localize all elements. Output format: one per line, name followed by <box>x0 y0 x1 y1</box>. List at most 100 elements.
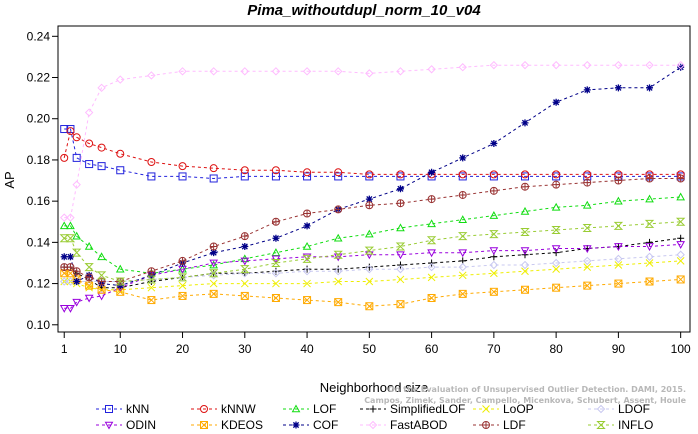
point-marker <box>676 60 685 70</box>
point-marker <box>552 265 560 274</box>
y-axis-label: AP <box>2 171 17 188</box>
point-marker <box>147 71 156 80</box>
point-marker <box>66 221 75 230</box>
point-marker <box>71 248 82 257</box>
point-marker <box>458 215 468 223</box>
point-marker-cross <box>490 187 498 195</box>
point-marker <box>334 277 343 286</box>
legend-item: LDF <box>473 418 526 432</box>
point-marker-cross <box>646 174 654 182</box>
point-marker <box>675 217 686 226</box>
point-marker <box>147 296 156 305</box>
point-marker <box>147 271 155 279</box>
chart-title: Pima_withoutdupl_norm_10_v04 <box>247 2 481 19</box>
point-marker <box>72 133 81 142</box>
x-tick-label: 20 <box>176 342 190 356</box>
series-line <box>63 130 681 175</box>
legend-item: COF <box>283 418 338 432</box>
point-marker <box>85 139 94 148</box>
point-marker <box>73 278 81 286</box>
point-marker <box>59 234 69 243</box>
point-marker <box>147 158 156 166</box>
point-marker <box>428 168 436 176</box>
point-marker <box>200 405 208 413</box>
legend-item: FastABOD <box>360 418 448 432</box>
point-marker-cross <box>66 263 74 271</box>
point-marker <box>489 172 498 181</box>
point-marker <box>240 257 250 266</box>
legend-label: SimplifiedLOF <box>390 402 465 416</box>
point-marker <box>396 172 405 181</box>
point-marker <box>85 281 94 290</box>
series-line <box>64 178 681 282</box>
legend-item: KDEOS <box>191 418 263 432</box>
point-marker <box>60 153 69 162</box>
point-marker <box>365 302 374 311</box>
legend-item: INFLO <box>588 418 653 432</box>
point-marker <box>645 252 654 261</box>
point-marker-cross <box>334 298 343 306</box>
point-marker <box>521 119 529 127</box>
point-marker <box>97 83 106 93</box>
point-marker <box>369 405 377 413</box>
legend-label: LDF <box>503 418 526 432</box>
point-marker <box>240 279 249 288</box>
point-marker <box>396 223 405 232</box>
series-knn <box>60 125 685 183</box>
series-ldof <box>60 250 685 286</box>
point-marker <box>365 277 374 286</box>
x-axis-label: Neighborhood size <box>320 380 428 395</box>
legend-label: LOF <box>313 402 336 416</box>
plot-frame <box>57 25 691 333</box>
point-marker <box>426 236 437 245</box>
y-tick-label: 0.20 <box>27 112 51 126</box>
point-marker <box>646 238 654 246</box>
point-marker-cross <box>427 294 436 302</box>
x-axis: 1 10 20 30 40 50 60 70 80 90 100 <box>61 332 691 356</box>
point-marker <box>520 170 529 179</box>
point-marker <box>551 245 561 254</box>
point-marker <box>178 172 187 181</box>
point-marker <box>489 247 499 256</box>
series-line <box>64 260 681 291</box>
point-marker <box>115 264 125 273</box>
legend-item: LOF <box>283 402 336 416</box>
point-marker <box>334 168 343 177</box>
point-marker <box>645 243 654 252</box>
point-marker <box>364 229 374 238</box>
point-marker <box>104 421 114 430</box>
point-marker <box>676 192 686 201</box>
point-marker <box>66 253 74 261</box>
point-marker <box>177 273 188 282</box>
point-marker <box>396 251 405 260</box>
point-marker <box>240 67 250 76</box>
point-marker <box>489 211 499 219</box>
legend-item: ODIN <box>96 418 156 432</box>
point-marker <box>291 404 301 413</box>
point-marker <box>520 228 530 237</box>
point-marker <box>60 253 68 261</box>
point-marker-cross <box>240 292 249 300</box>
point-marker <box>676 275 685 284</box>
point-marker <box>116 282 124 290</box>
point-marker <box>396 67 405 76</box>
point-marker <box>458 63 467 72</box>
point-marker <box>209 271 218 280</box>
point-marker-cross <box>583 281 592 290</box>
point-marker-cross <box>365 201 373 209</box>
series-fastabod <box>60 60 685 222</box>
x-tick-label: 30 <box>238 342 252 356</box>
point-marker <box>302 254 312 263</box>
point-marker <box>614 279 623 288</box>
point-marker-cross <box>147 296 156 304</box>
series-layer <box>59 60 686 313</box>
point-marker-cross <box>303 296 311 304</box>
point-marker <box>427 219 436 228</box>
point-marker <box>520 206 530 215</box>
point-marker-cross <box>85 281 93 290</box>
x-tick-label: 60 <box>425 342 439 356</box>
point-marker <box>59 221 69 230</box>
series-line <box>64 196 681 274</box>
point-marker <box>60 213 69 222</box>
y-tick-label: 0.22 <box>27 71 51 85</box>
